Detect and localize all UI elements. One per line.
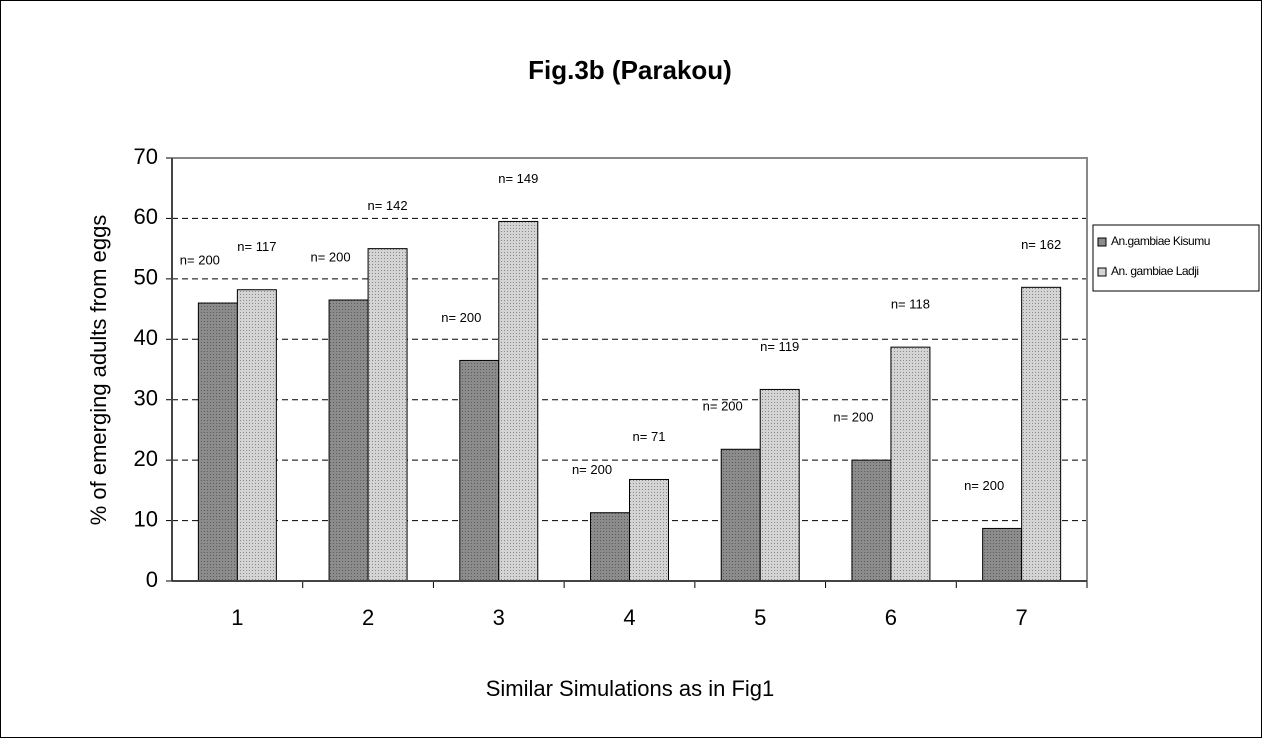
- y-tick-label: 60: [134, 204, 158, 229]
- legend-box: [1092, 224, 1260, 292]
- y-tick-label: 40: [134, 325, 158, 350]
- y-tick-label: 50: [134, 265, 158, 290]
- x-tick-label: 3: [493, 605, 505, 630]
- y-tick-label: 10: [134, 506, 158, 531]
- bar-texture: [760, 389, 800, 581]
- annotation: n= 149: [498, 171, 538, 186]
- bar-texture: [329, 300, 369, 581]
- x-tick-label: 6: [885, 605, 897, 630]
- y-tick-label: 70: [134, 144, 158, 169]
- annotation: n= 118: [891, 297, 930, 312]
- bar-texture: [498, 221, 538, 581]
- bar-texture: [721, 449, 761, 581]
- annotation: n= 142: [368, 198, 408, 213]
- y-tick-label: 20: [134, 446, 158, 471]
- bar-texture: [890, 347, 930, 581]
- x-tick-label: 5: [754, 605, 766, 630]
- legend-swatch: [1097, 267, 1107, 277]
- chart-title: Fig.3b (Parakou): [528, 55, 732, 85]
- annotation: n= 200: [833, 410, 873, 425]
- bar-texture: [982, 528, 1022, 581]
- legend-label: An. gambiae Ladji: [1111, 264, 1199, 278]
- annotation: n= 200: [964, 478, 1004, 493]
- annotation: n= 71: [633, 429, 666, 444]
- bar-texture: [590, 512, 630, 581]
- annotation: n= 200: [180, 252, 220, 267]
- y-axis-label: % of emerging adults from eggs: [86, 215, 111, 526]
- y-tick-label: 0: [146, 567, 158, 592]
- x-tick-label: 2: [362, 605, 374, 630]
- annotation: n= 119: [760, 339, 799, 354]
- bar-texture: [459, 360, 499, 581]
- legend-label: An.gambiae Kisumu: [1111, 234, 1210, 248]
- annotation: n= 200: [572, 462, 612, 477]
- annotation: n= 200: [311, 249, 351, 264]
- legend-swatch: [1097, 237, 1107, 247]
- x-tick-label: 4: [623, 605, 635, 630]
- bar-texture: [368, 248, 408, 581]
- x-tick-label: 7: [1016, 605, 1028, 630]
- x-axis-label: Similar Simulations as in Fig1: [486, 676, 775, 701]
- x-tick-label: 1: [231, 605, 243, 630]
- annotation: n= 117: [237, 239, 276, 254]
- annotation: n= 200: [703, 399, 743, 414]
- bar-texture: [1021, 287, 1061, 581]
- y-tick-label: 30: [134, 386, 158, 411]
- annotation: n= 200: [441, 310, 481, 325]
- annotation: n= 162: [1021, 237, 1061, 252]
- bar-texture: [629, 479, 669, 581]
- bar-texture: [851, 460, 891, 581]
- bar-texture: [237, 289, 277, 581]
- bar-texture: [198, 303, 238, 581]
